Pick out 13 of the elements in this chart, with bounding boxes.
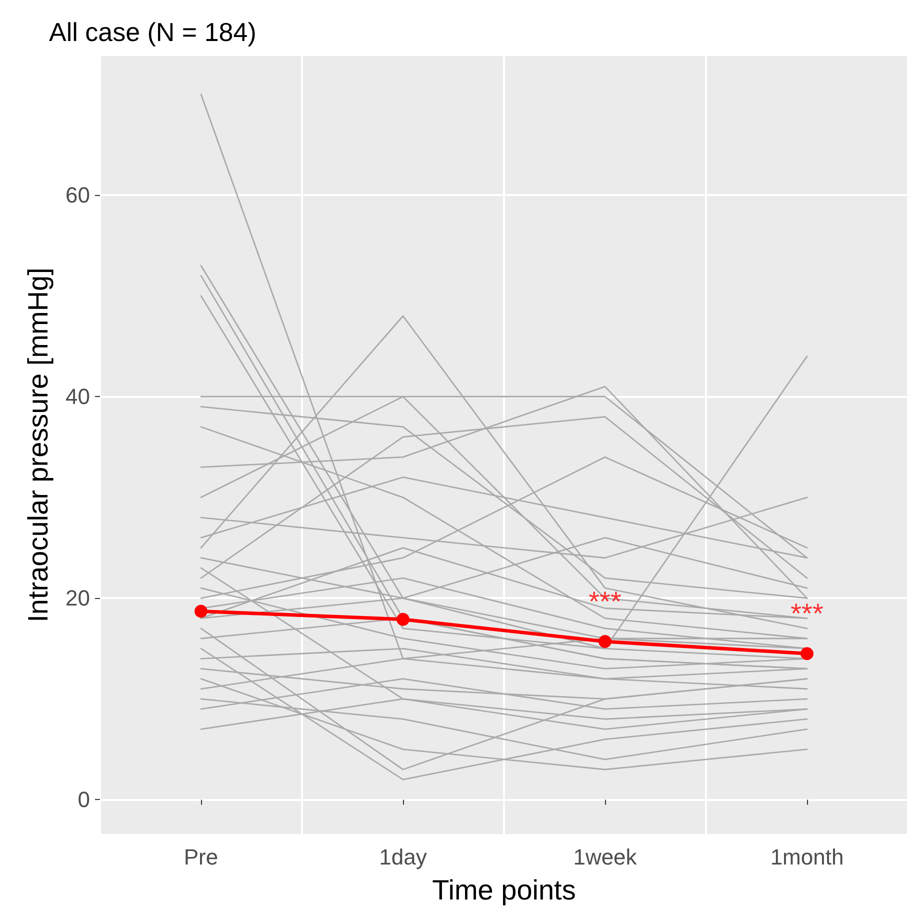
y-tick-label: 60 bbox=[66, 182, 90, 208]
x-tick-label: 1month bbox=[770, 844, 844, 870]
y-axis-title: Intraocular pressure [mmHg] bbox=[22, 268, 54, 622]
y-tick-label: 40 bbox=[66, 384, 90, 410]
x-tick-label: Pre bbox=[184, 844, 218, 870]
annotation: *** bbox=[588, 586, 622, 618]
x-tick-label: 1day bbox=[379, 844, 427, 870]
y-tick-label: 20 bbox=[66, 586, 90, 611]
chart-title: All case (N = 184) bbox=[49, 17, 256, 47]
y-tick-label: 0 bbox=[78, 787, 90, 812]
annotation: *** bbox=[790, 598, 824, 630]
x-tick-label: 1week bbox=[573, 844, 638, 870]
x-axis-title: Time points bbox=[432, 874, 576, 906]
